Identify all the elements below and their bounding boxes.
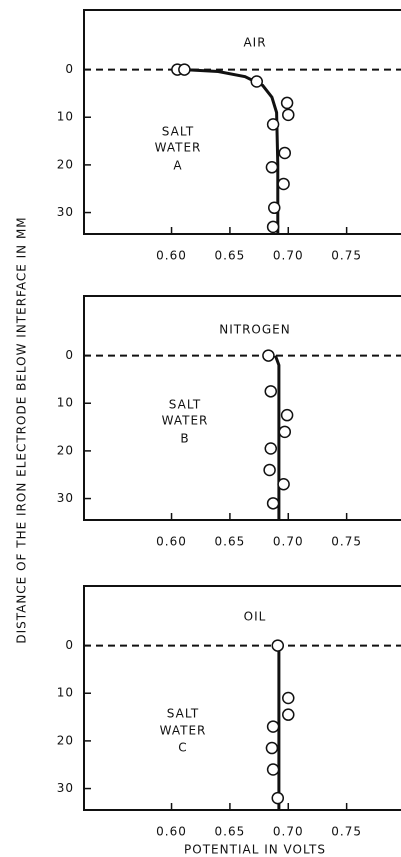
x-tick-label: 0.70 (273, 249, 304, 263)
data-point (266, 720, 280, 733)
medium-label: C (178, 741, 187, 755)
medium-label: SALT (162, 125, 194, 139)
plot-frame (83, 585, 401, 811)
medium-label: SALT (169, 398, 201, 412)
y-tick-label: 0 (65, 62, 74, 76)
y-tick-label: 30 (57, 205, 74, 219)
medium-label: WATER (162, 414, 209, 428)
data-point (266, 763, 280, 776)
fit-curve (184, 68, 280, 234)
y-tick-label: 10 (57, 110, 74, 124)
x-tick-label: 0.75 (331, 535, 362, 549)
data-point (263, 463, 276, 477)
medium-label: B (180, 432, 189, 446)
data-point (178, 63, 191, 76)
data-point (282, 708, 295, 721)
y-axis-label: DISTANCE OF THE IRON ELECTRODE BELOW INT… (15, 216, 29, 643)
medium-top-label: NITROGEN (219, 323, 291, 337)
data-point (266, 497, 280, 510)
data-point (265, 161, 279, 174)
data-point (262, 349, 275, 362)
fit-curve (273, 355, 281, 520)
plot-frame (83, 295, 401, 521)
y-tick-label: 20 (57, 157, 74, 171)
data-point (268, 201, 281, 215)
data-point (282, 108, 295, 122)
medium-label: A (173, 159, 182, 173)
data-point (280, 408, 294, 422)
x-tick-label: 0.60 (156, 249, 187, 263)
data-point (271, 791, 285, 805)
data-point (265, 741, 279, 755)
data-point (266, 118, 280, 131)
y-tick-label: 0 (65, 348, 74, 362)
data-point (278, 425, 292, 439)
y-tick-label: 0 (65, 638, 74, 652)
y-tick-label: 30 (57, 781, 74, 795)
data-point (278, 146, 292, 160)
data-point (266, 220, 280, 234)
x-tick-label: 0.60 (156, 825, 187, 839)
medium-top-label: OIL (244, 610, 267, 624)
data-point (264, 442, 278, 455)
x-tick-label: 0.65 (215, 825, 246, 839)
medium-label: SALT (167, 707, 199, 721)
medium-top-label: AIR (243, 36, 266, 50)
data-point (271, 639, 285, 652)
x-tick-label: 0.75 (331, 825, 362, 839)
y-tick-label: 10 (57, 396, 74, 410)
medium-label: WATER (160, 724, 207, 738)
y-tick-label: 30 (57, 491, 74, 505)
data-point (250, 75, 264, 88)
x-tick-label: 0.65 (215, 535, 246, 549)
x-tick-label: 0.65 (215, 249, 246, 263)
plot-frame (83, 9, 401, 235)
y-tick-label: 20 (57, 733, 74, 747)
x-tick-label: 0.70 (273, 825, 304, 839)
data-point (282, 691, 295, 705)
y-tick-label: 20 (57, 443, 74, 457)
data-point (277, 478, 290, 491)
data-point (277, 177, 290, 191)
x-tick-label: 0.70 (273, 535, 304, 549)
x-tick-label: 0.60 (156, 535, 187, 549)
data-point (264, 385, 278, 398)
y-tick-label: 10 (57, 686, 74, 700)
medium-label: WATER (155, 141, 202, 155)
x-tick-label: 0.75 (331, 249, 362, 263)
x-axis-label: POTENTIAL IN VOLTS (184, 843, 326, 857)
data-point (280, 96, 294, 110)
